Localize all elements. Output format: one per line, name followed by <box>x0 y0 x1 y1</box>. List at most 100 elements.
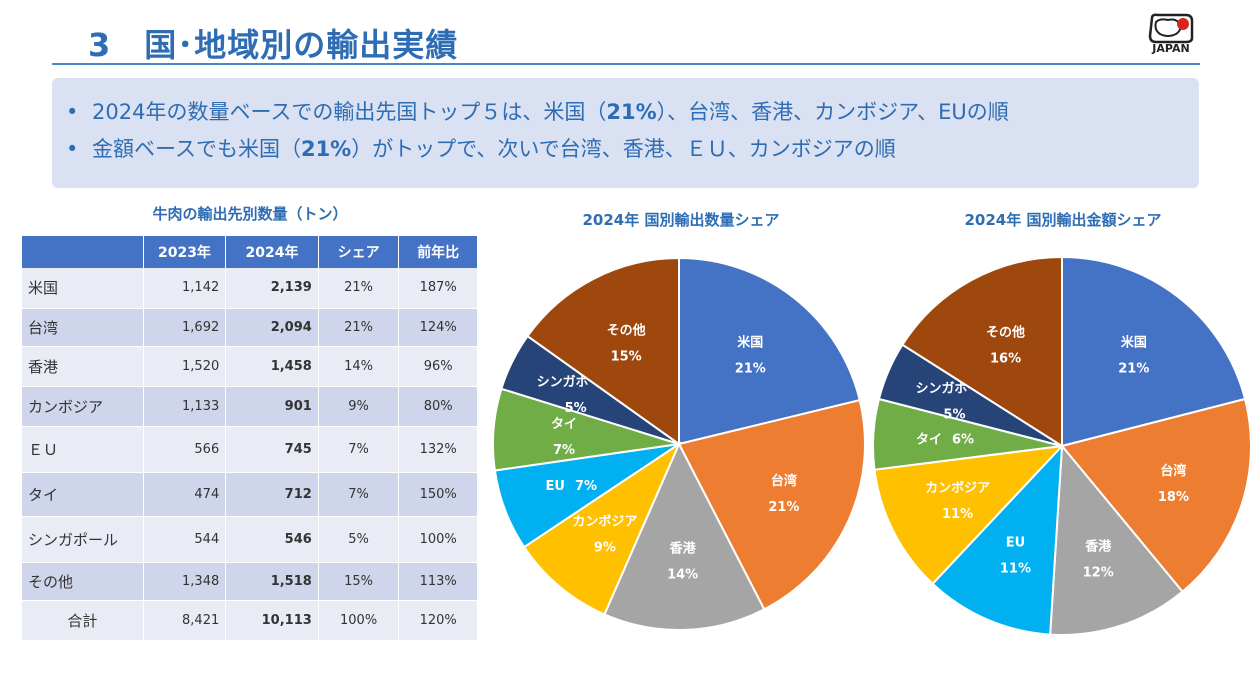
yoy-cell: 124% <box>398 308 478 347</box>
row-name-cell: ＥＵ <box>22 426 144 473</box>
bullet-dot: • <box>66 100 79 124</box>
summary-box: • 2024年の数量ベースでの輸出先国トップ５は、米国（21%）、台湾、香港、カン… <box>52 78 1199 188</box>
slice-category-label: タイ <box>916 433 942 448</box>
pie-slice-1 <box>1060 397 1252 594</box>
value-2023-cell: 1,520 <box>143 346 227 387</box>
row-name-cell: カンボジア <box>22 386 144 427</box>
pie-slice-3 <box>931 443 1064 636</box>
row-name-cell: タイ <box>22 472 144 517</box>
row-name-cell: 米国 <box>22 268 144 309</box>
share-cell: 14% <box>318 346 400 387</box>
slice-percent-label: 11% <box>942 507 973 522</box>
header-cell: 前年比 <box>398 236 478 268</box>
table-title: 牛肉の輸出先別数量（トン） <box>152 205 348 223</box>
value-2023-cell: 8,421 <box>143 600 227 641</box>
table-row: 合計 8,421 10,113 100% 120% <box>22 600 478 641</box>
logo-text: JAPAN <box>1152 42 1190 55</box>
header-cell: シェア <box>318 236 400 268</box>
slice-category-label: タイ <box>551 417 577 432</box>
summary-text: ）がトップで、次いで台湾、香港、ＥＵ、カンボジアの順 <box>351 137 896 161</box>
value-2024-cell: 901 <box>225 386 319 427</box>
summary-highlight: 21% <box>300 137 352 161</box>
pie-slice-0 <box>1061 255 1247 448</box>
value-chart-title: 2024年 国別輸出金額シェア <box>964 211 1162 229</box>
slice-percent-label: 11% <box>1000 562 1031 577</box>
slice-category-label: EU <box>1006 536 1025 551</box>
yoy-cell: 113% <box>398 562 478 601</box>
slice-percent-label: 12% <box>1083 565 1114 580</box>
slice-category-label: 米国 <box>737 334 763 350</box>
value-2024-cell: 2,139 <box>225 268 319 309</box>
slice-percent-label: 21% <box>768 500 799 515</box>
value-2024-cell: 1,458 <box>225 346 319 387</box>
share-cell: 7% <box>318 472 400 517</box>
share-cell: 15% <box>318 562 400 601</box>
slice-percent-label: 5% <box>565 401 587 416</box>
slice-percent-label: 15% <box>611 349 642 364</box>
value-2023-cell: 1,142 <box>143 268 227 309</box>
value-2023-cell: 1,133 <box>143 386 227 427</box>
row-name-cell: 台湾 <box>22 308 144 347</box>
summary-bullet-1: • 2024年の数量ベースでの輸出先国トップ５は、米国（21%）、台湾、香港、カン… <box>66 96 1009 126</box>
slice-percent-label: 7% <box>575 479 597 494</box>
slice-percent-label: 21% <box>1118 361 1149 376</box>
slice-percent-label: 21% <box>735 361 766 376</box>
share-cell: 5% <box>318 516 400 563</box>
row-name-cell: シンガポール <box>22 516 144 563</box>
slice-category-label: 香港 <box>1084 538 1112 554</box>
slice-percent-label: 9% <box>594 540 616 555</box>
beef-japan-logo <box>1148 13 1194 44</box>
share-cell: 21% <box>318 268 400 309</box>
slice-category-label: その他 <box>986 324 1025 340</box>
slice-category-label: 米国 <box>1121 334 1147 350</box>
yoy-cell: 187% <box>398 268 478 309</box>
value-2024-cell: 745 <box>225 426 319 473</box>
yoy-cell: 96% <box>398 346 478 387</box>
table-header-row: 2023年 2024年 シェア 前年比 <box>22 236 478 268</box>
slice-percent-label: 18% <box>1158 490 1189 505</box>
value-2023-cell: 474 <box>143 472 227 517</box>
table-row: 香港 1,520 1,458 14% 96% <box>22 346 478 387</box>
slice-category-label: カンボジア <box>925 480 990 496</box>
slice-category-label: その他 <box>607 322 646 338</box>
pie-slice-2 <box>1049 443 1184 636</box>
table-row: シンガポール 544 546 5% 100% <box>22 516 478 563</box>
slice-category-label: 香港 <box>669 540 697 556</box>
summary-text: 2024年の数量ベースでの輸出先国トップ５は、米国（ <box>92 100 607 124</box>
yoy-cell: 150% <box>398 472 478 517</box>
title-divider <box>52 63 1200 65</box>
slice-percent-label: 7% <box>553 443 575 458</box>
pie-slice-7 <box>901 255 1063 448</box>
yoy-cell: 132% <box>398 426 478 473</box>
value-2024-cell: 546 <box>225 516 319 563</box>
table-row: タイ 474 712 7% 150% <box>22 472 478 517</box>
table-row: カンボジア 1,133 901 9% 80% <box>22 386 478 427</box>
header-cell: 2023年 <box>143 236 227 268</box>
value-2023-cell: 1,348 <box>143 562 227 601</box>
value-2024-cell: 10,113 <box>225 600 319 641</box>
row-name-cell: その他 <box>22 562 144 601</box>
slice-label-inline: EU 7% <box>546 479 598 494</box>
pie-slice-2 <box>603 441 766 631</box>
value-2024-cell: 1,518 <box>225 562 319 601</box>
row-name-cell: 合計 <box>22 600 144 641</box>
table-row: その他 1,348 1,518 15% 113% <box>22 562 478 601</box>
summary-highlight: 21% <box>606 100 657 124</box>
slice-label-inline: タイ 6% <box>916 433 974 448</box>
share-cell: 21% <box>318 308 400 347</box>
header-cell <box>22 236 144 268</box>
share-cell: 9% <box>318 386 400 427</box>
table-row: ＥＵ 566 745 7% 132% <box>22 426 478 473</box>
slice-category-label: 台湾 <box>771 473 797 489</box>
export-volume-table: 2023年 2024年 シェア 前年比 米国 1,142 2,139 21% 187% 台… <box>22 236 478 641</box>
slice-category-label: 台湾 <box>1160 463 1186 479</box>
summary-text: 金額ベースでも米国（ <box>92 137 301 161</box>
slice-percent-label: 16% <box>990 351 1021 366</box>
value-2023-cell: 1,692 <box>143 308 227 347</box>
yoy-cell: 80% <box>398 386 478 427</box>
volume-chart-title: 2024年 国別輸出数量シェア <box>582 211 780 229</box>
value-2024-cell: 712 <box>225 472 319 517</box>
yoy-cell: 100% <box>398 516 478 563</box>
share-cell: 7% <box>318 426 400 473</box>
